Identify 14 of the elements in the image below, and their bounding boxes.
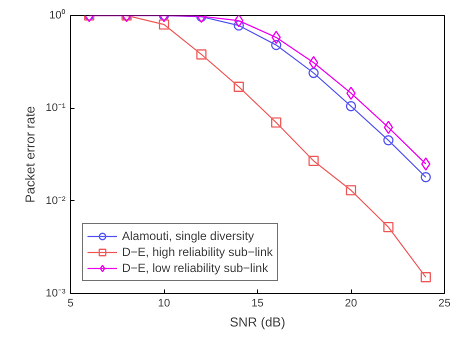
y-tick-label: 10⁰: [49, 8, 66, 22]
legend-label: Alamouti, single diversity: [122, 228, 254, 244]
x-tick-label: 5: [67, 298, 74, 310]
x-tick-label: 25: [438, 298, 451, 310]
y-tick-label: 10⁻³: [46, 288, 66, 300]
y-axis-title: Packet error rate: [22, 106, 38, 203]
x-tick-label: 15: [251, 298, 264, 310]
y-tick-label: 10⁻¹: [46, 102, 66, 114]
legend-label: D−E, high reliability sub−link: [122, 244, 273, 260]
x-tick-label: 10: [158, 298, 170, 310]
x-axis-title: SNR (dB): [230, 314, 286, 330]
y-tick-label: 10⁻²: [46, 194, 66, 207]
legend-label: D−E, low reliability sub−link: [122, 260, 268, 276]
x-tick-label: 20: [344, 298, 358, 310]
